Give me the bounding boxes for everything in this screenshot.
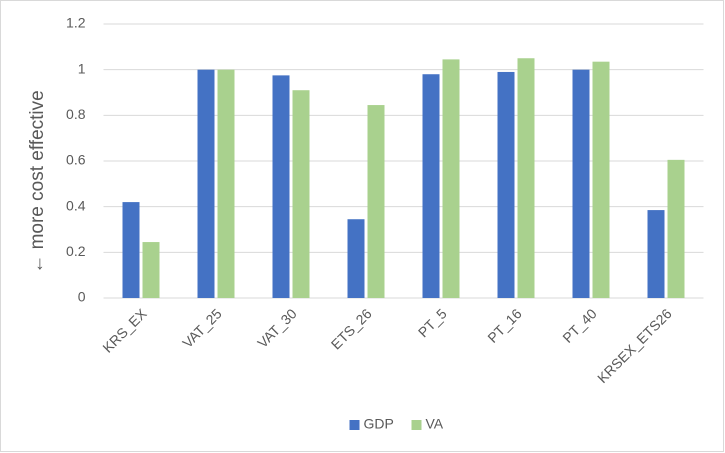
bar [497,71,515,298]
y-tick-label: 0.8 [66,106,86,122]
bar [217,69,235,299]
bar [122,202,140,298]
bar [142,242,160,298]
bar [592,61,610,298]
bar [347,219,365,298]
legend-label: VA [426,416,444,432]
bar [272,75,290,298]
y-tick-label: 1 [78,60,86,76]
bar [667,159,685,298]
y-tick-label: 0.2 [66,243,86,259]
bar [197,69,215,299]
bar [572,69,590,299]
bar [422,74,440,298]
bar [367,105,385,298]
bar [647,210,665,298]
bar [292,90,310,298]
legend-swatch [349,420,360,430]
legend-swatch [411,420,422,430]
y-tick-label: 0 [78,289,86,305]
y-tick-label: 0.6 [66,152,86,168]
y-tick-label: 1.2 [66,15,86,31]
bar [517,58,535,298]
y-tick-label: 0.4 [66,197,86,213]
legend-label: GDP [364,416,394,432]
y-axis-label: ← more cost effective [27,90,48,273]
bar [442,59,460,299]
